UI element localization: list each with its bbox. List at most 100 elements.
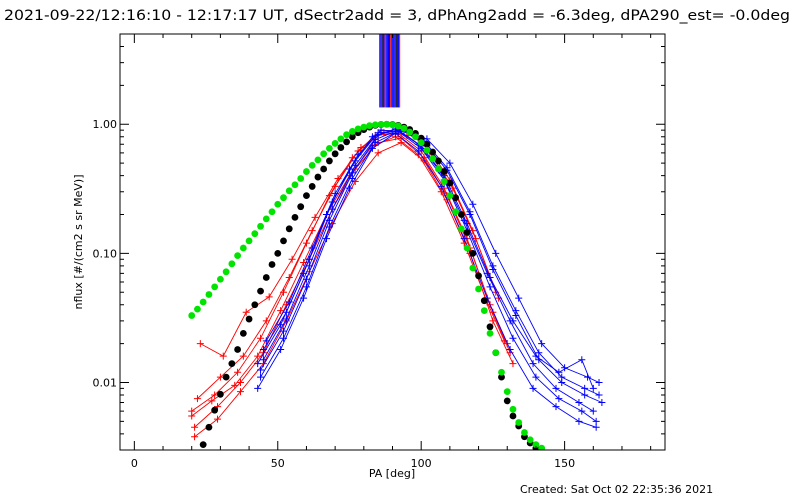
data-point (251, 230, 259, 238)
y-axis-label: nflux [#/(cm2 s sr MeV)] (72, 175, 85, 310)
data-point (325, 216, 333, 224)
data-point (305, 262, 313, 270)
data-point (257, 287, 264, 295)
data-point (234, 346, 242, 353)
data-point (254, 384, 262, 392)
series-line (197, 129, 497, 399)
data-point (595, 378, 603, 386)
data-point (188, 312, 196, 319)
data-point (314, 173, 322, 181)
data-point (348, 128, 356, 135)
data-point (216, 275, 224, 283)
data-point (228, 260, 236, 268)
data-point (498, 368, 505, 376)
data-point (331, 190, 339, 198)
data-point (598, 398, 606, 406)
data-point (308, 183, 316, 190)
data-point (466, 211, 474, 218)
data-point (257, 373, 265, 381)
data-point (274, 200, 282, 208)
data-point (480, 307, 488, 315)
data-point (205, 291, 213, 298)
data-point (578, 407, 586, 415)
data-point (374, 149, 382, 157)
data-point (302, 283, 310, 291)
data-point (374, 131, 382, 139)
data-point (463, 244, 471, 252)
data-point (457, 211, 465, 218)
data-point (354, 125, 362, 133)
data-point (515, 294, 523, 302)
data-point (354, 151, 362, 159)
data-point (320, 150, 328, 158)
data-point (589, 407, 597, 415)
data-point (538, 444, 546, 450)
data-point (429, 155, 437, 163)
data-point (282, 308, 290, 316)
data-point (434, 165, 442, 173)
data-point (257, 366, 265, 374)
data-point (308, 162, 316, 169)
data-point (512, 312, 520, 320)
data-point (535, 349, 543, 357)
data-point (351, 161, 359, 169)
data-point (489, 317, 497, 325)
data-point (277, 307, 285, 315)
data-point (480, 297, 488, 305)
data-point (457, 225, 465, 233)
data-point (434, 157, 442, 165)
data-point (486, 283, 494, 291)
data-point (300, 294, 308, 302)
data-point (282, 315, 290, 323)
data-point (331, 150, 339, 158)
data-point (311, 213, 319, 221)
data-point (199, 441, 207, 449)
data-point (191, 423, 199, 431)
data-point (492, 249, 500, 257)
data-point (262, 317, 270, 325)
data-point (552, 403, 560, 411)
data-point (440, 168, 448, 175)
data-point (308, 244, 316, 252)
data-point (196, 340, 204, 348)
data-point (348, 133, 356, 141)
data-point (423, 140, 431, 148)
data-point (492, 349, 500, 357)
data-point (236, 378, 244, 386)
data-point (469, 200, 477, 208)
data-point (371, 136, 379, 144)
data-point (242, 308, 250, 316)
x-tick-label: 0 (131, 457, 138, 470)
data-point (515, 419, 523, 426)
data-point (469, 249, 477, 257)
data-point (446, 192, 454, 200)
data-point (320, 165, 328, 173)
data-point (259, 346, 267, 354)
data-point (509, 334, 517, 342)
data-point (285, 274, 293, 282)
data-point (328, 205, 336, 213)
data-point (509, 317, 517, 325)
data-point (302, 275, 310, 283)
data-point (259, 356, 267, 364)
data-point (503, 397, 511, 405)
data-point (191, 433, 199, 441)
data-point (303, 192, 310, 200)
data-point (251, 301, 259, 309)
data-point (345, 184, 353, 192)
x-tick-label: 50 (271, 457, 285, 470)
data-point (446, 159, 454, 167)
data-point (532, 441, 540, 449)
data-point (406, 128, 414, 136)
data-point (460, 235, 468, 243)
data-point (308, 227, 316, 235)
data-point (503, 388, 511, 396)
data-point (285, 225, 293, 233)
data-point (558, 378, 566, 386)
data-point (366, 122, 373, 130)
data-point (486, 274, 494, 282)
data-point (400, 124, 408, 132)
data-point (285, 298, 293, 306)
data-point (529, 384, 537, 392)
data-point (412, 133, 419, 141)
